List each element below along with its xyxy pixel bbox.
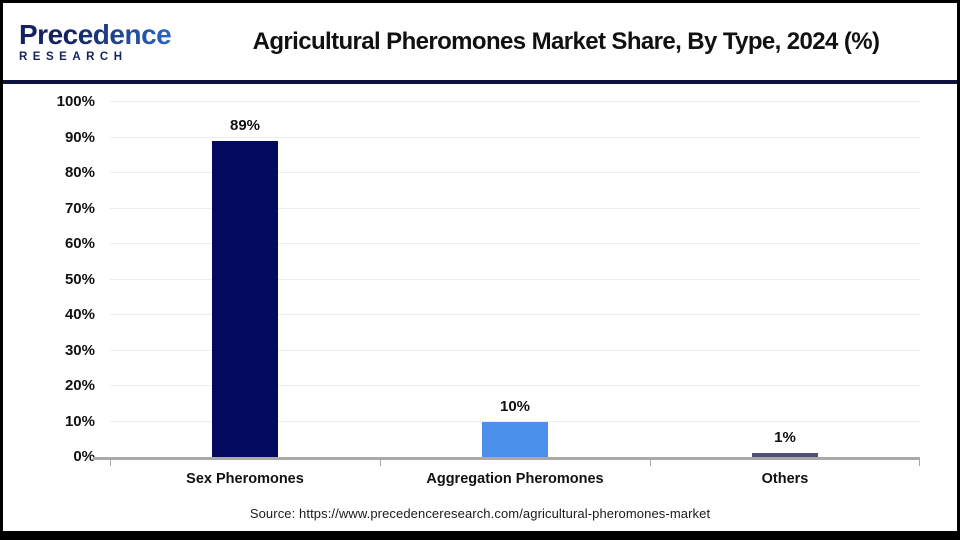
x-category-label: Others bbox=[761, 471, 809, 487]
gridline bbox=[110, 349, 920, 351]
y-tick-label: 30% bbox=[64, 341, 95, 359]
gridline bbox=[110, 243, 920, 244]
y-tick-label: 50% bbox=[64, 270, 95, 288]
x-axis-tick bbox=[919, 460, 920, 466]
gridline bbox=[110, 420, 920, 422]
source-text: Source: https://www.precedenceresearch.c… bbox=[249, 506, 711, 521]
bar-value-label: 1% bbox=[774, 429, 796, 447]
y-tick-label: 90% bbox=[64, 128, 95, 146]
gridline bbox=[110, 172, 920, 173]
footer: Source: https://www.precedenceresearch.c… bbox=[3, 496, 957, 531]
y-axis-labels: 0% 10% 20% 30% 40% 50% 60% 70% 80% 90% 100% bbox=[3, 84, 957, 496]
brand-logo-name: Precedence bbox=[19, 20, 193, 50]
y-tick-label: 20% bbox=[64, 377, 95, 394]
x-axis-labels: Sex Pheromones Aggregation Pheromones Othe… bbox=[110, 471, 920, 495]
gridline bbox=[110, 136, 920, 138]
bar-value-label: 89% bbox=[229, 117, 261, 135]
gridline bbox=[110, 278, 920, 280]
y-tick-label: 0% bbox=[73, 448, 95, 465]
header: Precedence RESEARCH Agricultural Pheromo… bbox=[3, 3, 957, 80]
x-axis-tick bbox=[380, 460, 381, 466]
y-axis-zero-tick bbox=[93, 457, 110, 460]
brand-logo-subname: RESEARCH bbox=[19, 51, 193, 63]
chart-title: Agricultural Pheromones Market Share, By… bbox=[252, 27, 880, 55]
x-category-label: Aggregation Pheromones bbox=[426, 471, 604, 487]
gridline bbox=[110, 385, 920, 386]
bar-sex-pheromones bbox=[212, 141, 278, 457]
header-divider bbox=[3, 80, 957, 84]
bar-chart: 0% 10% 20% 30% 40% 50% 60% 70% 80% 90% 100% 89% 10%… bbox=[3, 84, 957, 496]
gridline bbox=[110, 207, 920, 209]
gridline bbox=[110, 101, 920, 102]
y-tick-label: 70% bbox=[64, 199, 95, 217]
plot-area: 89% 10% 1% bbox=[110, 101, 920, 466]
bar-value-label: 10% bbox=[499, 397, 531, 415]
brand-logo: Precedence RESEARCH bbox=[3, 20, 193, 64]
x-axis-tick bbox=[650, 460, 651, 466]
y-tick-label: 80% bbox=[64, 164, 95, 181]
x-axis-tick bbox=[110, 460, 111, 466]
y-tick-label: 100% bbox=[56, 93, 95, 110]
gridline bbox=[110, 314, 920, 315]
y-tick-label: 40% bbox=[64, 306, 95, 323]
y-tick-label: 10% bbox=[64, 412, 95, 430]
x-category-label: Sex Pheromones bbox=[186, 471, 304, 487]
bar-others bbox=[752, 453, 818, 457]
y-tick-label: 60% bbox=[64, 235, 95, 252]
bar-aggregation-pheromones bbox=[482, 421, 548, 457]
